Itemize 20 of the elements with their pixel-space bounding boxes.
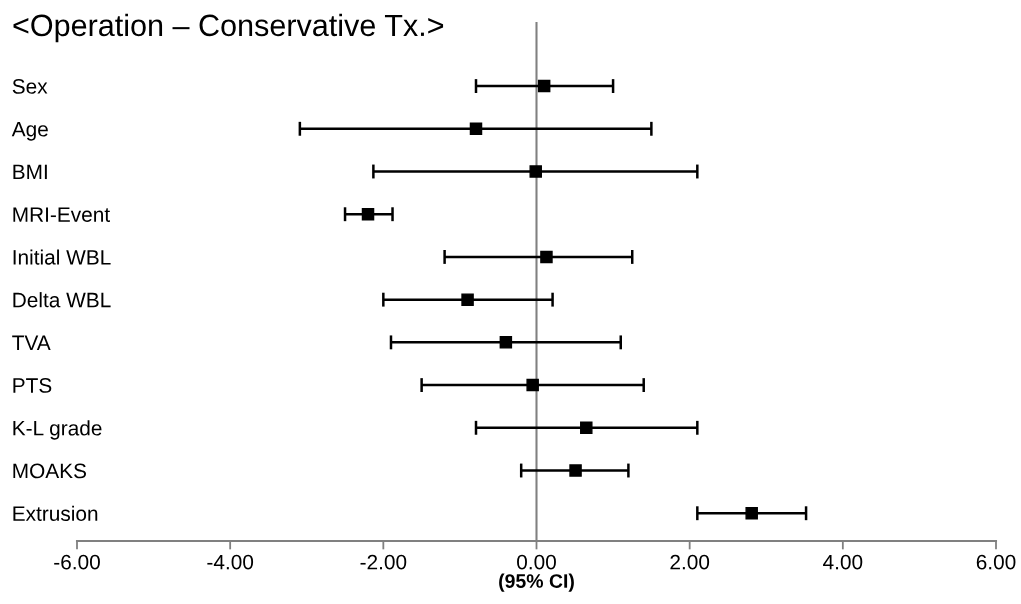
- x-tick-label: -2.00: [360, 554, 407, 570]
- x-tick-label: -4.00: [207, 554, 254, 570]
- x-tick-label: 0.00: [517, 554, 556, 570]
- y-tick-label: PTS: [13, 378, 52, 393]
- y-tick-label: MRI-Event: [13, 207, 110, 222]
- x-axis-title: (95% CI): [499, 573, 574, 592]
- y-tick-label: Delta WBL: [13, 292, 111, 308]
- y-tick-label: MOAKS: [13, 463, 87, 479]
- y-tick-label: Sex: [12, 79, 48, 94]
- y-tick-label: Age: [11, 122, 48, 141]
- x-tick-label: 4.00: [823, 554, 863, 570]
- x-tick-label: 6.00: [976, 554, 1016, 570]
- y-tick-label: TVA: [12, 335, 51, 350]
- y-tick-label: BMI: [13, 164, 47, 180]
- x-tick-label: 2.00: [670, 554, 710, 570]
- y-tick-label: Initial WBL: [13, 249, 111, 265]
- x-tick-label: -6.00: [54, 554, 100, 570]
- chart-title: <Operation – Conservative Tx.>: [13, 13, 444, 43]
- y-tick-label: Extrusion: [13, 505, 98, 521]
- y-tick-label: K-L grade: [13, 420, 102, 440]
